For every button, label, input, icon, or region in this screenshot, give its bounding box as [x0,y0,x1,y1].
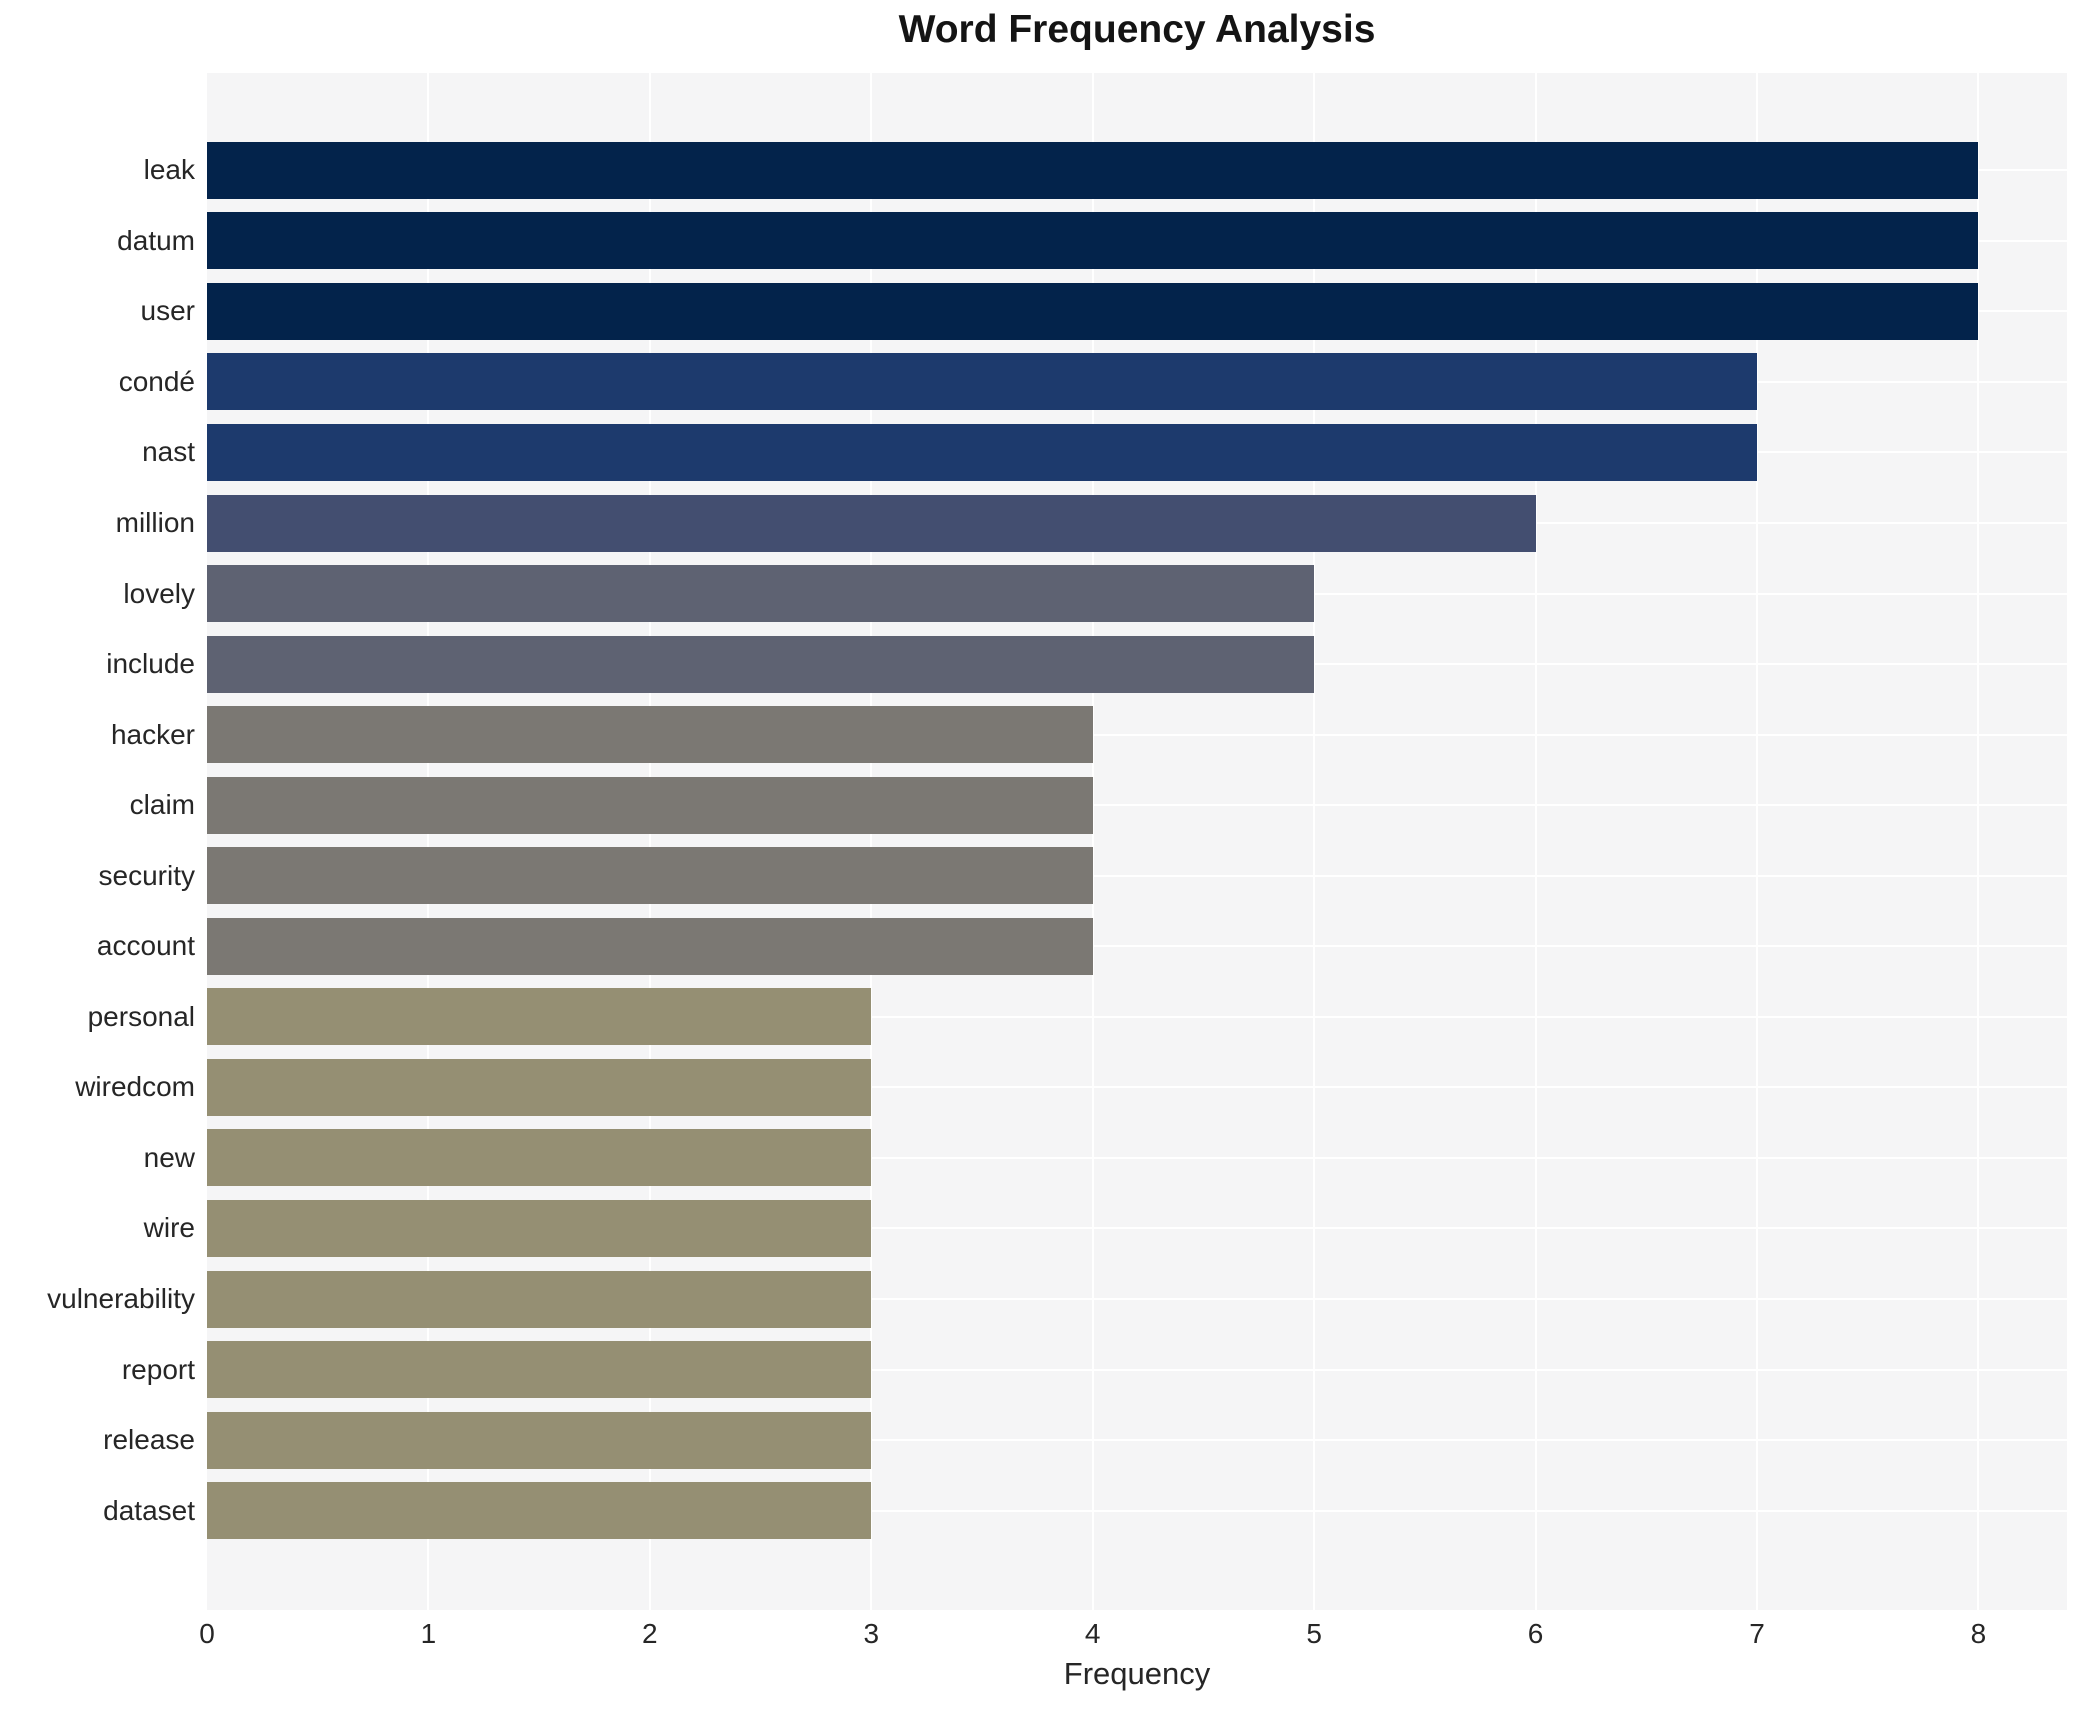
horizontal-gridline [207,945,2067,948]
horizontal-gridline [207,1156,2067,1159]
bar [207,1411,872,1469]
horizontal-gridline [207,1509,2067,1512]
y-axis-label: account [96,930,195,962]
bar-row: new [144,1123,2067,1194]
y-axis-label: hacker [110,718,195,750]
bar-rows: leak datum user condé nast million lovely inclu… [47,73,2067,1610]
horizontal-gridline [207,1298,2067,1301]
bar [207,282,1979,340]
horizontal-gridline [207,1439,2067,1442]
bar [207,1129,872,1187]
horizontal-gridline [207,1368,2067,1371]
bar-row: security [99,840,2067,911]
bar-row: lovely [123,558,2067,629]
bar [207,988,872,1046]
x-tick-label: 8 [1970,1618,1987,1649]
bar [207,353,1757,411]
vertical-gridline [870,73,873,1610]
y-axis-label: claim [129,789,195,821]
bar-row: claim [130,770,2067,841]
y-axis-label: nast [142,436,195,468]
bar [207,776,1093,834]
horizontal-gridline [207,733,2067,736]
y-axis-label: wiredcom [75,1071,195,1103]
y-axis-label: condé [118,365,195,397]
chart-title: Word Frequency Analysis [898,8,1376,51]
plot-area: leak datum user condé nast million lovely inclu… [47,73,2067,1610]
y-axis-label: user [140,295,195,327]
bar-row: condé [119,347,2067,418]
bar [207,1341,872,1399]
horizontal-gridline [207,1086,2067,1089]
bar-row: include [106,629,2067,700]
bar-row: nast [142,417,2067,488]
y-axis-label: security [98,859,195,891]
bar-row: release [103,1405,2067,1476]
bar [207,1270,872,1328]
vertical-gridline [1756,73,1758,1610]
bar [207,847,1093,905]
y-axis-label: million [115,507,195,538]
bar-row: million [116,488,2067,559]
x-tick-label: 5 [1306,1618,1322,1649]
bar [207,1199,872,1257]
bar [207,423,1757,481]
y-axis-label: personal [87,1000,195,1032]
bar-row: report [122,1334,2067,1405]
x-tick-label: 0 [199,1618,215,1649]
bar-row: dataset [103,1475,2067,1546]
bar-row: hacker [111,699,2067,770]
horizontal-gridline [207,1015,2067,1018]
vertical-gridline [1534,73,1537,1610]
bar [207,1482,872,1540]
x-axis-label: Frequency [1063,1656,1211,1691]
y-axis-label: wire [143,1212,195,1244]
bar [207,706,1093,764]
bar-row: account [97,911,2067,982]
bar [207,494,1536,552]
horizontal-gridline [207,874,2067,877]
y-axis-label: include [106,648,195,680]
y-axis-label: lovely [123,577,195,609]
bar-row: vulnerability [47,1264,2067,1335]
x-tick-label: 3 [863,1618,880,1649]
bar-row: datum [117,206,2067,277]
y-axis-label: new [143,1141,195,1173]
x-axis: 0 1 2 3 4 5 6 7 8 [199,1610,2067,1656]
bar-row: personal [88,982,2067,1053]
y-axis-label: vulnerability [47,1283,195,1315]
bar [207,565,1315,623]
bar-row: wiredcom [75,1052,2067,1123]
vertical-gridline [1091,73,1094,1610]
y-axis-label: report [121,1353,195,1385]
horizontal-gridline [207,804,2067,807]
vertical-gridline [648,73,651,1610]
bar-row: wire [144,1193,2067,1264]
bar [207,212,1979,270]
vertical-gridline [1977,73,1980,1610]
bar [207,141,1979,199]
x-tick-label: 4 [1084,1618,1101,1649]
vertical-gridline [427,73,430,1610]
horizontal-gridline [207,1227,2067,1230]
x-tick-label: 1 [420,1618,437,1649]
y-axis-label: dataset [103,1494,195,1526]
bar-row: user [141,276,2067,347]
bar [207,635,1315,693]
bar [207,917,1093,975]
y-axis-label: datum [117,224,195,256]
vertical-gridline [1313,73,1316,1610]
y-axis-label: release [103,1424,195,1456]
bar [207,1058,872,1116]
x-tick-label: 7 [1749,1618,1765,1649]
y-axis-label: leak [143,154,195,186]
x-tick-label: 6 [1527,1618,1544,1649]
x-tick-label: 2 [642,1618,658,1649]
bar-row: leak [144,135,2067,206]
